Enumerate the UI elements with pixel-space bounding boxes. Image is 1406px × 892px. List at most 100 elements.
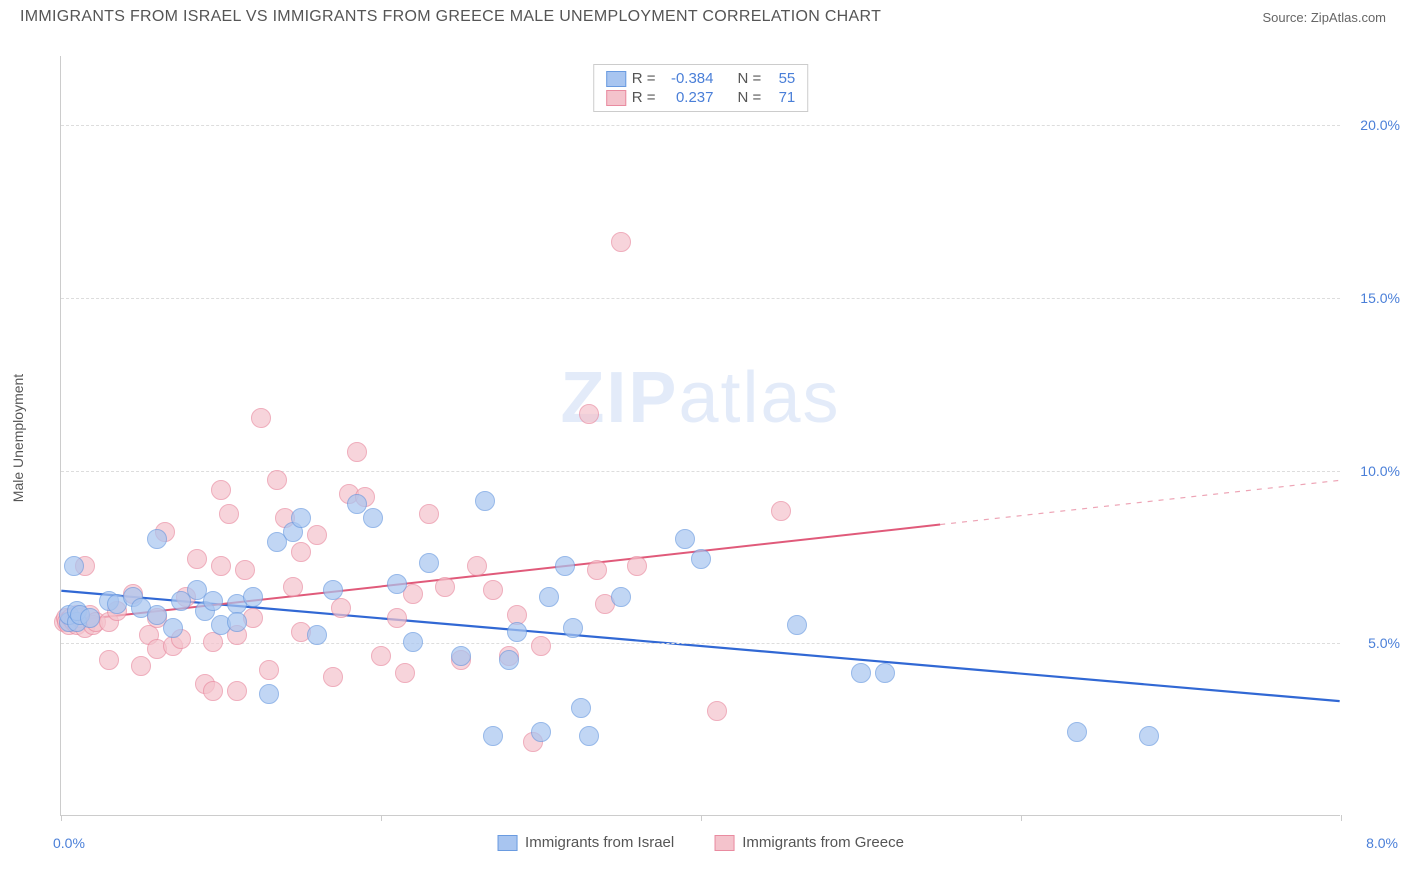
scatter-point bbox=[675, 529, 695, 549]
scatter-point bbox=[259, 684, 279, 704]
scatter-point bbox=[531, 636, 551, 656]
scatter-point bbox=[851, 663, 871, 683]
x-tick bbox=[381, 815, 382, 821]
gridline bbox=[61, 471, 1340, 472]
legend-label: Immigrants from Greece bbox=[742, 834, 904, 851]
scatter-point bbox=[587, 560, 607, 580]
scatter-point bbox=[259, 660, 279, 680]
r-label: R = bbox=[632, 70, 656, 87]
y-tick-label: 20.0% bbox=[1360, 117, 1400, 133]
n-value: 71 bbox=[767, 89, 795, 106]
scatter-point bbox=[611, 587, 631, 607]
legend-item: Immigrants from Israel bbox=[497, 834, 674, 851]
n-label: N = bbox=[738, 89, 762, 106]
y-tick-label: 10.0% bbox=[1360, 463, 1400, 479]
scatter-point bbox=[227, 681, 247, 701]
stats-legend-box: R =-0.384N =55R =0.237N =71 bbox=[593, 64, 809, 112]
scatter-point bbox=[571, 698, 591, 718]
x-axis-max-label: 8.0% bbox=[1366, 835, 1398, 851]
scatter-point bbox=[451, 646, 471, 666]
legend-label: Immigrants from Israel bbox=[525, 834, 674, 851]
scatter-point bbox=[707, 701, 727, 721]
chart-title: IMMIGRANTS FROM ISRAEL VS IMMIGRANTS FRO… bbox=[20, 8, 881, 26]
scatter-point bbox=[371, 646, 391, 666]
series-swatch bbox=[606, 71, 626, 87]
scatter-point bbox=[539, 587, 559, 607]
regression-lines bbox=[61, 56, 1340, 815]
x-tick bbox=[701, 815, 702, 821]
scatter-point bbox=[323, 580, 343, 600]
gridline bbox=[61, 643, 1340, 644]
x-axis-min-label: 0.0% bbox=[53, 835, 85, 851]
scatter-point bbox=[627, 556, 647, 576]
scatter-point bbox=[1067, 722, 1087, 742]
scatter-point bbox=[323, 667, 343, 687]
scatter-point bbox=[563, 618, 583, 638]
chart-container: Male Unemployment ZIPatlas R =-0.384N =5… bbox=[48, 48, 1348, 828]
n-value: 55 bbox=[767, 70, 795, 87]
scatter-point bbox=[363, 508, 383, 528]
scatter-point bbox=[211, 480, 231, 500]
scatter-point bbox=[483, 726, 503, 746]
scatter-point bbox=[419, 553, 439, 573]
legend-bottom: Immigrants from Israel Immigrants from Gr… bbox=[497, 834, 904, 851]
x-tick bbox=[61, 815, 62, 821]
scatter-point bbox=[243, 587, 263, 607]
scatter-point bbox=[579, 404, 599, 424]
scatter-point bbox=[307, 525, 327, 545]
scatter-point bbox=[307, 625, 327, 645]
scatter-point bbox=[467, 556, 487, 576]
scatter-point bbox=[283, 577, 303, 597]
scatter-point bbox=[611, 232, 631, 252]
series-swatch bbox=[606, 90, 626, 106]
legend-item: Immigrants from Greece bbox=[714, 834, 904, 851]
scatter-point bbox=[507, 622, 527, 642]
scatter-point bbox=[235, 560, 255, 580]
x-tick bbox=[1021, 815, 1022, 821]
scatter-point bbox=[251, 408, 271, 428]
gridline bbox=[61, 298, 1340, 299]
scatter-point bbox=[131, 656, 151, 676]
scatter-point bbox=[387, 574, 407, 594]
scatter-point bbox=[875, 663, 895, 683]
scatter-point bbox=[331, 598, 351, 618]
scatter-point bbox=[99, 650, 119, 670]
scatter-point bbox=[64, 556, 84, 576]
scatter-point bbox=[211, 556, 231, 576]
legend-swatch bbox=[714, 835, 734, 851]
r-value: 0.237 bbox=[662, 89, 714, 106]
scatter-point bbox=[403, 632, 423, 652]
scatter-point bbox=[291, 508, 311, 528]
r-label: R = bbox=[632, 89, 656, 106]
scatter-point bbox=[787, 615, 807, 635]
scatter-point bbox=[291, 542, 311, 562]
scatter-point bbox=[435, 577, 455, 597]
scatter-point bbox=[187, 549, 207, 569]
gridline bbox=[61, 125, 1340, 126]
scatter-point bbox=[267, 470, 287, 490]
scatter-point bbox=[147, 529, 167, 549]
x-tick bbox=[1341, 815, 1342, 821]
stats-row: R = 0.237 N = 71 bbox=[606, 88, 796, 107]
y-tick-label: 5.0% bbox=[1368, 635, 1400, 651]
scatter-point bbox=[691, 549, 711, 569]
y-axis-label: Male Unemployment bbox=[10, 374, 26, 502]
y-tick-label: 15.0% bbox=[1360, 290, 1400, 306]
scatter-point bbox=[219, 504, 239, 524]
scatter-point bbox=[579, 726, 599, 746]
scatter-point bbox=[203, 681, 223, 701]
scatter-point bbox=[387, 608, 407, 628]
scatter-point bbox=[395, 663, 415, 683]
watermark: ZIPatlas bbox=[560, 357, 840, 439]
stats-row: R =-0.384N =55 bbox=[606, 69, 796, 88]
scatter-point bbox=[483, 580, 503, 600]
scatter-point bbox=[499, 650, 519, 670]
scatter-point bbox=[163, 618, 183, 638]
scatter-point bbox=[203, 632, 223, 652]
plot-area: ZIPatlas R =-0.384N =55R =0.237N =71 0.0… bbox=[60, 56, 1340, 816]
scatter-point bbox=[80, 608, 100, 628]
scatter-point bbox=[555, 556, 575, 576]
scatter-point bbox=[347, 442, 367, 462]
n-label: N = bbox=[738, 70, 762, 87]
scatter-point bbox=[419, 504, 439, 524]
